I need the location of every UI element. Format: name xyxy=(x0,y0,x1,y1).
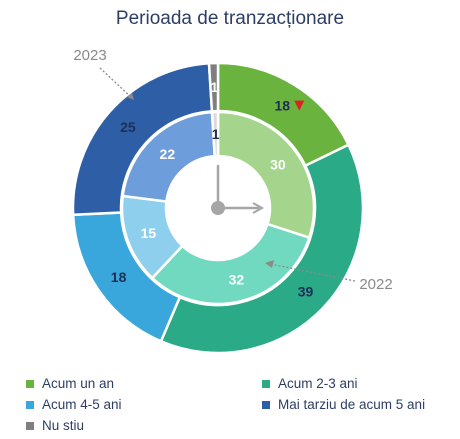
data-label-2023-mai-tarziu-de-acum-5-ani: 25 xyxy=(120,119,136,135)
callout-arrow-2022 xyxy=(265,260,274,268)
data-label-2023-acum-un-an: 18 xyxy=(274,97,290,113)
legend-label: Acum un an xyxy=(42,376,115,391)
legend-item-acum-2-3-ani: Acum 2-3 ani xyxy=(262,376,358,391)
callout-line-2023 xyxy=(99,67,133,99)
data-label-2022-mai-tarziu-de-acum-5-ani: 22 xyxy=(160,146,176,162)
data-label-2022-nu-stiu: 1 xyxy=(212,126,220,142)
clock-arrow-icon xyxy=(252,202,265,214)
down-triangle-icon: ▼ xyxy=(294,98,304,113)
legend-swatch xyxy=(26,400,34,409)
data-label-2022-acum-2-3-ani: 32 xyxy=(229,272,245,288)
legend-label: Mai tarziu de acum 5 ani xyxy=(278,397,426,412)
legend-item-acum-4-5-ani: Acum 4-5 ani xyxy=(26,397,122,412)
legend-item-nu-stiu: Nu stiu xyxy=(26,418,84,433)
data-label-2022-acum-un-an: 30 xyxy=(270,157,286,173)
series-label-2022: 2022 xyxy=(359,276,392,293)
data-label-2023-nu-stiu: 1 xyxy=(210,79,218,95)
callout-arrow-2023 xyxy=(127,93,134,100)
slice-2022-acum-un-an xyxy=(216,110,316,240)
legend-swatch xyxy=(26,379,34,388)
slice-2022-mai-tarziu-de-acum-5-ani xyxy=(121,110,217,203)
legend-swatch xyxy=(262,379,270,388)
callout-line-2022 xyxy=(269,263,356,282)
legend: Acum un an Acum 2-3 ani Acum 4-5 ani Mai… xyxy=(0,372,460,439)
data-label-2023-acum-2-3-ani: 39 xyxy=(298,284,314,300)
slice-2022-nu-stiu xyxy=(210,110,220,158)
clock-center-icon xyxy=(211,201,225,215)
data-label-2023-acum-4-5-ani: 18 xyxy=(111,269,127,285)
donut-chart: 18 39 18 25 1 30 32 15 22 1 ▼ 2023 2022 xyxy=(71,47,393,355)
legend-swatch xyxy=(262,400,270,409)
series-label-2023: 2023 xyxy=(73,47,106,64)
legend-item-acum-un-an: Acum un an xyxy=(26,376,114,391)
chart-title: Perioada de tranzacționare xyxy=(115,8,345,29)
data-label-2022-acum-4-5-ani: 15 xyxy=(141,225,157,241)
legend-label: Acum 4-5 ani xyxy=(42,397,122,412)
legend-label: Acum 2-3 ani xyxy=(278,376,358,391)
slice-2022-acum-2-3-ani xyxy=(150,222,311,306)
legend-swatch xyxy=(26,421,34,430)
legend-label: Nu stiu xyxy=(42,418,85,433)
legend-item-mai-tarziu: Mai tarziu de acum 5 ani xyxy=(262,397,425,412)
